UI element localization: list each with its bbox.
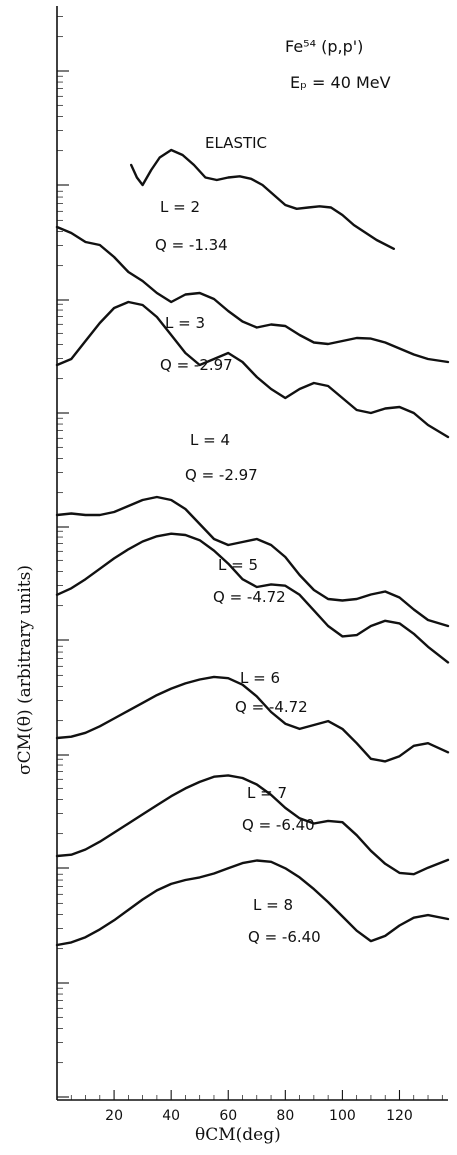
curve-label: L = 8 bbox=[253, 896, 293, 914]
curve-q-value: Q = -6.40 bbox=[242, 816, 315, 834]
x-tick-label: 40 bbox=[162, 1108, 180, 1124]
curve-l6 bbox=[55, 675, 450, 763]
curve-label: L = 2 bbox=[160, 198, 200, 216]
curve-q-value: Q = -4.72 bbox=[235, 698, 308, 716]
x-axis-label: θCM(deg) bbox=[195, 1125, 281, 1145]
curve-l5 bbox=[55, 532, 450, 664]
x-tick-label: 120 bbox=[386, 1108, 413, 1124]
y-log-ticks bbox=[57, 16, 69, 1098]
curves-group bbox=[55, 148, 450, 947]
curve-q-value: Q = -4.72 bbox=[213, 588, 286, 606]
curve-l4 bbox=[55, 495, 450, 628]
x-axis-ticks: 20 40 60 80 100 120 bbox=[56, 1090, 443, 1124]
curve-l2 bbox=[55, 225, 450, 364]
chart-title-energy: Eₚ = 40 MeV bbox=[290, 73, 391, 92]
x-tick-label: 100 bbox=[329, 1108, 356, 1124]
curve-label: ELASTIC bbox=[205, 134, 267, 152]
chart-title-reaction: Fe⁵⁴ (p,p') bbox=[285, 37, 363, 56]
curve-elastic bbox=[130, 148, 395, 250]
y-axis-label: σCM(θ) (arbitrary units) bbox=[15, 565, 35, 775]
curve-q-value: Q = -2.97 bbox=[160, 356, 233, 374]
curve-l7 bbox=[55, 774, 450, 876]
curve-label: L = 5 bbox=[218, 556, 258, 574]
x-tick-label: 80 bbox=[276, 1108, 294, 1124]
curve-label: L = 3 bbox=[165, 314, 205, 332]
curve-label: L = 6 bbox=[240, 669, 280, 687]
curve-l3 bbox=[55, 300, 450, 439]
curve-q-value: Q = -6.40 bbox=[248, 928, 321, 946]
x-tick-label: 20 bbox=[105, 1108, 123, 1124]
curve-q-value: Q = -1.34 bbox=[155, 236, 228, 254]
curve-l8 bbox=[55, 859, 450, 947]
x-tick-label: 60 bbox=[219, 1108, 237, 1124]
curve-labels: ELASTIC L = 2 Q = -1.34 L = 3 Q = -2.97 L = 4… bbox=[155, 134, 321, 946]
curve-label: L = 4 bbox=[190, 431, 230, 449]
curve-q-value: Q = -2.97 bbox=[185, 466, 258, 484]
curve-label: L = 7 bbox=[247, 784, 287, 802]
